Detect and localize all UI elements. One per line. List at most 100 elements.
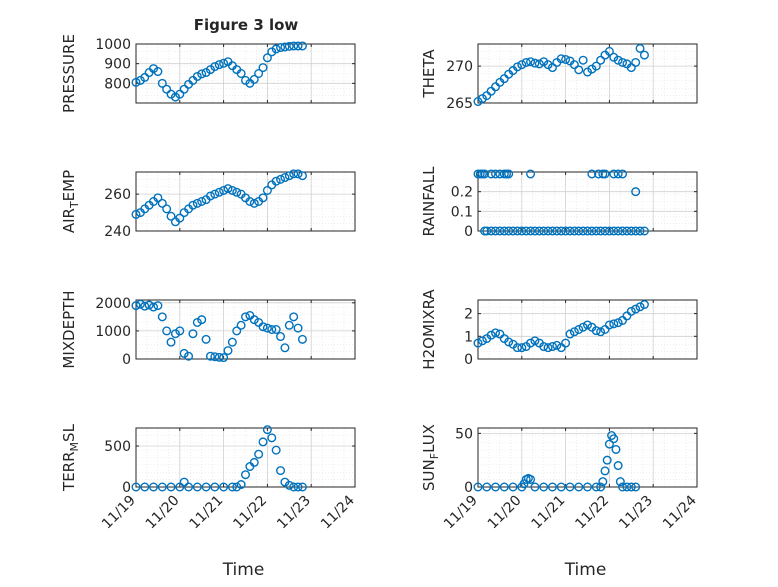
x-axis-label: Time — [564, 560, 607, 580]
data-point — [223, 184, 233, 194]
data-point — [162, 84, 172, 94]
data-point — [569, 327, 579, 337]
subplot-air-temp: 240 260 AIRTEMP — [60, 169, 356, 240]
data-point — [504, 226, 514, 236]
y-axis-label: H2OMIXRA — [420, 289, 438, 370]
data-point — [526, 474, 536, 484]
data-point — [293, 41, 303, 51]
data-point — [491, 482, 501, 492]
data-point — [192, 71, 202, 81]
data-point — [583, 482, 593, 492]
data-point — [626, 63, 636, 73]
data-point — [210, 62, 220, 72]
data-point — [232, 326, 242, 336]
data-point — [552, 340, 562, 350]
data-point — [508, 482, 518, 492]
data-point — [175, 326, 185, 336]
x-tick-label: 11/23 — [274, 493, 314, 533]
data-point — [232, 482, 242, 492]
data-point — [297, 171, 307, 181]
data-point — [144, 300, 154, 310]
data-point — [214, 352, 224, 362]
data-point — [267, 325, 277, 335]
data-point — [615, 477, 625, 487]
data-point — [197, 196, 207, 206]
data-point — [293, 482, 303, 492]
data-point — [521, 226, 531, 236]
data-point — [271, 325, 281, 335]
data-point — [153, 67, 163, 77]
axis-box — [135, 171, 356, 232]
data-point — [596, 327, 606, 337]
data-point — [135, 299, 145, 309]
data-point — [547, 226, 557, 236]
data-point — [534, 226, 544, 236]
data-point — [197, 315, 207, 325]
y-tick-label: 0 — [464, 352, 473, 368]
x-tick-label: 11/20 — [143, 493, 183, 533]
data-point — [574, 482, 584, 492]
data-point — [227, 337, 237, 347]
y-tick-label: 1000 — [95, 37, 131, 53]
data-point — [504, 169, 514, 179]
data-point — [491, 226, 501, 236]
data-point — [162, 326, 172, 336]
data-point — [631, 482, 641, 492]
data-point — [569, 60, 579, 70]
axis-box — [477, 427, 698, 488]
data-point — [149, 302, 159, 312]
x-tick-label: 11/20 — [485, 493, 525, 533]
data-point — [140, 72, 150, 82]
y-axis-label: PRESSURE — [60, 34, 78, 113]
y-tick-label: 0.1 — [451, 204, 473, 220]
data-point — [517, 226, 527, 236]
data-point — [179, 84, 189, 94]
data-point — [491, 169, 501, 179]
y-axis-label: THETA — [420, 49, 438, 99]
data-point — [583, 320, 593, 330]
data-point — [530, 58, 540, 68]
data-point — [276, 466, 286, 476]
data-point — [267, 433, 277, 443]
x-tick-label: 11/19 — [99, 493, 139, 533]
data-point — [227, 482, 237, 492]
data-point — [631, 187, 641, 197]
data-point — [499, 482, 509, 492]
data-point — [517, 60, 527, 70]
data-point — [552, 226, 562, 236]
data-point — [175, 482, 185, 492]
subplot-terr-msl: 0 500 TERRMSL 11/19 11/20 11/21 11/22 11/23 11/2… — [60, 423, 358, 580]
data-point — [271, 445, 281, 455]
data-point — [519, 479, 529, 489]
y-axis-label: SUNFLUX — [420, 424, 441, 491]
data-point — [205, 191, 215, 201]
y-tick-label: 1 — [464, 329, 473, 345]
data-point — [613, 226, 623, 236]
data-point — [166, 211, 176, 221]
data-point — [271, 176, 281, 186]
x-tick-label: 11/22 — [572, 493, 612, 533]
data-point — [210, 352, 220, 362]
data-point — [232, 187, 242, 197]
data-point — [280, 343, 290, 353]
data-point — [613, 169, 623, 179]
data-point — [219, 353, 229, 363]
data-point — [622, 226, 632, 236]
data-point — [609, 434, 619, 444]
data-point — [149, 482, 159, 492]
data-point — [175, 89, 185, 99]
y-tick-label: 800 — [104, 76, 131, 92]
data-point — [596, 226, 606, 236]
data-point — [157, 482, 167, 492]
data-point — [254, 449, 264, 459]
data-point — [214, 60, 224, 70]
data-point — [293, 323, 303, 333]
x-axis-label: Time — [222, 560, 265, 580]
y-tick-label: 1000 — [95, 324, 131, 340]
data-point — [482, 482, 492, 492]
data-point — [188, 200, 198, 210]
data-point — [284, 41, 294, 51]
subplot-mixdepth: 0 1000 2000 MIXDEPTH — [60, 290, 356, 369]
data-point — [258, 322, 268, 332]
data-point — [236, 320, 246, 330]
